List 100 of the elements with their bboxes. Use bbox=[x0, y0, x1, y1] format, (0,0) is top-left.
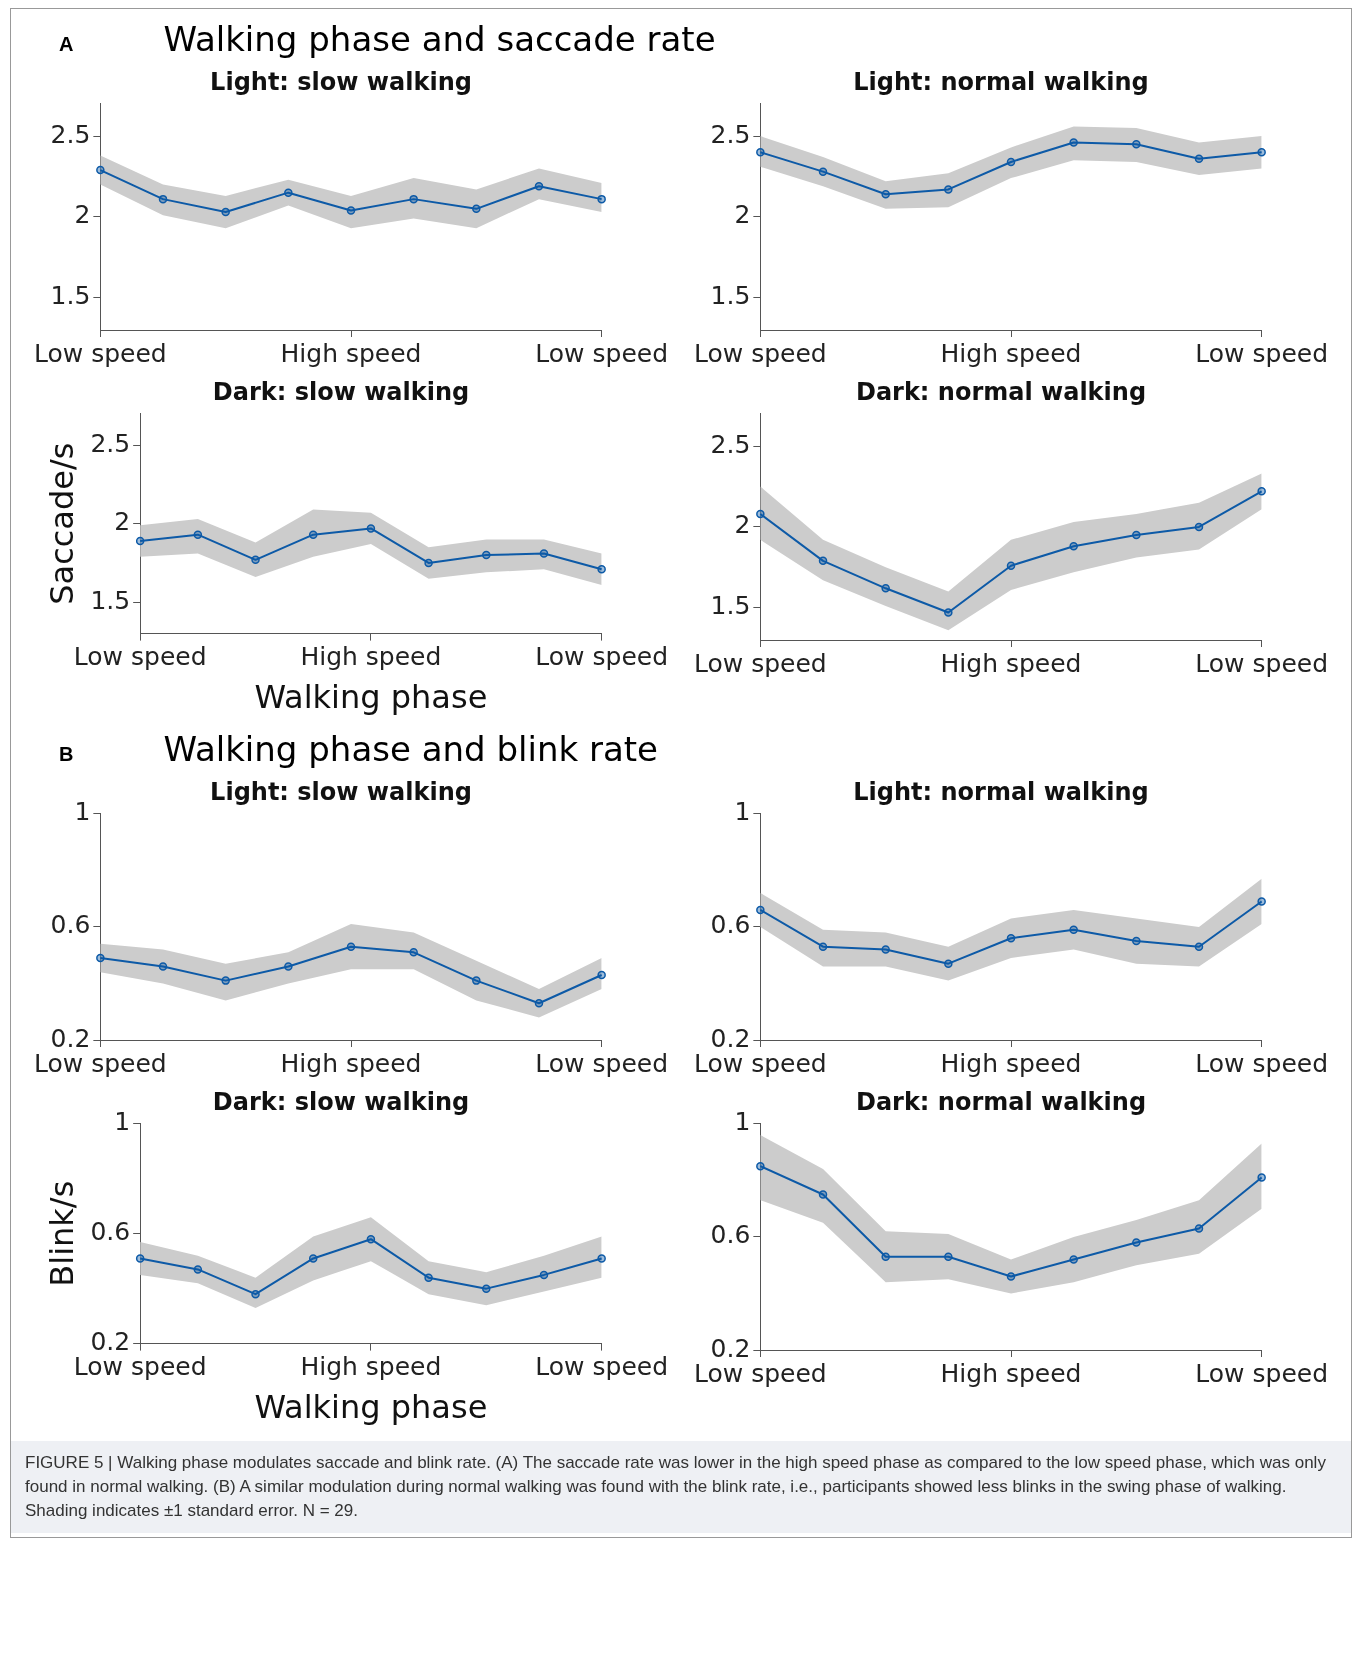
point bbox=[756, 1161, 765, 1171]
chart-title: Dark: normal walking bbox=[855, 1087, 1147, 1116]
y-tick-label: 2 bbox=[734, 200, 751, 230]
point bbox=[284, 188, 293, 197]
x-tick-label: Low speed bbox=[34, 338, 167, 368]
point bbox=[818, 167, 828, 176]
x-tick-label: Low speed bbox=[535, 1048, 668, 1078]
point bbox=[1006, 561, 1016, 570]
point bbox=[597, 970, 606, 980]
point bbox=[881, 1252, 890, 1261]
x-tick-label: High speed bbox=[940, 1048, 1082, 1078]
point bbox=[1257, 487, 1266, 496]
point bbox=[539, 1270, 549, 1280]
chart-title: Dark: slow walking bbox=[212, 377, 470, 406]
point bbox=[944, 959, 953, 968]
point bbox=[409, 948, 418, 957]
y-tick-label: 2.5 bbox=[50, 119, 91, 149]
point bbox=[539, 549, 549, 558]
point bbox=[756, 509, 765, 519]
y-tick-label: 1 bbox=[734, 797, 751, 827]
point bbox=[881, 945, 890, 954]
point bbox=[1194, 942, 1204, 951]
x-tick-label: Low speed bbox=[73, 642, 207, 672]
x-axis-title: Walking phase bbox=[254, 1388, 488, 1427]
x-tick-label: Low speed bbox=[694, 648, 827, 678]
y-tick-label: 0.6 bbox=[710, 910, 751, 940]
x-tick-label: Low speed bbox=[1195, 648, 1328, 678]
x-tick-label: Low speed bbox=[1195, 1048, 1328, 1078]
point bbox=[366, 524, 376, 533]
y-axis-title: Saccade/s bbox=[42, 442, 81, 605]
y-tick-label: 2.5 bbox=[710, 429, 751, 459]
point bbox=[96, 953, 105, 963]
point bbox=[1194, 522, 1204, 532]
text: Walking phase and saccade rate bbox=[163, 19, 716, 59]
point bbox=[158, 962, 168, 971]
point bbox=[482, 1284, 491, 1293]
point bbox=[251, 1289, 260, 1299]
point bbox=[1069, 1255, 1078, 1264]
x-tick-label: Low speed bbox=[1195, 1358, 1328, 1388]
chart-title: Dark: slow walking bbox=[212, 1087, 470, 1116]
chart-title: Light: normal walking bbox=[853, 67, 1149, 96]
x-tick-label: Low speed bbox=[535, 1352, 668, 1382]
y-tick-label: 1.5 bbox=[90, 585, 131, 615]
point bbox=[193, 530, 203, 539]
y-tick-label: 2 bbox=[74, 200, 91, 230]
point bbox=[284, 962, 293, 971]
x-tick-label: Low speed bbox=[535, 338, 668, 368]
text: Walking phase and blink rate bbox=[163, 729, 659, 769]
point bbox=[597, 1254, 606, 1263]
y-tick-label: 1 bbox=[734, 1107, 751, 1137]
point bbox=[409, 194, 418, 204]
point bbox=[818, 942, 828, 951]
x-tick-label: High speed bbox=[300, 1352, 442, 1382]
point bbox=[346, 206, 356, 215]
y-tick-label: 0.6 bbox=[710, 1220, 751, 1250]
point bbox=[346, 942, 356, 951]
point bbox=[1006, 157, 1016, 167]
point bbox=[818, 556, 828, 566]
y-axis-title: Blink/s bbox=[42, 1180, 81, 1287]
y-tick-label: 2.5 bbox=[710, 119, 751, 149]
y-tick-label: 1 bbox=[114, 1107, 131, 1137]
point bbox=[1257, 897, 1266, 906]
point bbox=[482, 550, 491, 560]
point bbox=[1006, 933, 1016, 943]
x-tick-label: High speed bbox=[940, 338, 1082, 368]
point bbox=[944, 608, 953, 617]
point bbox=[366, 1234, 376, 1244]
y-tick-label: 1.5 bbox=[710, 281, 751, 311]
point bbox=[944, 1252, 953, 1261]
point bbox=[1069, 925, 1078, 934]
point bbox=[1194, 154, 1204, 163]
point bbox=[424, 1273, 433, 1282]
chart-title: Light: slow walking bbox=[210, 777, 472, 806]
point bbox=[1257, 148, 1266, 157]
point bbox=[881, 190, 890, 199]
point bbox=[308, 1254, 318, 1263]
point bbox=[534, 998, 544, 1008]
point bbox=[135, 536, 145, 546]
point bbox=[1069, 138, 1078, 147]
text: A bbox=[59, 33, 74, 56]
point bbox=[135, 1254, 145, 1263]
y-tick-label: 1.5 bbox=[50, 281, 91, 311]
x-tick-label: Low speed bbox=[694, 338, 827, 368]
point bbox=[756, 905, 765, 915]
point bbox=[1132, 1238, 1141, 1247]
point bbox=[597, 564, 606, 574]
point bbox=[1132, 530, 1141, 540]
x-tick-label: Low speed bbox=[535, 642, 668, 672]
chart-title: Light: slow walking bbox=[210, 67, 472, 96]
point bbox=[1132, 139, 1141, 149]
x-tick-label: Low speed bbox=[1195, 338, 1328, 368]
chart-title: Dark: normal walking bbox=[855, 377, 1147, 406]
point bbox=[1132, 936, 1141, 946]
y-tick-label: 2.5 bbox=[90, 428, 131, 458]
y-tick-label: 1.5 bbox=[710, 591, 751, 621]
y-tick-label: 0.6 bbox=[90, 1217, 131, 1247]
point bbox=[193, 1265, 203, 1274]
x-tick-label: High speed bbox=[940, 648, 1082, 678]
y-tick-label: 2 bbox=[114, 507, 131, 537]
point bbox=[1194, 1224, 1204, 1233]
